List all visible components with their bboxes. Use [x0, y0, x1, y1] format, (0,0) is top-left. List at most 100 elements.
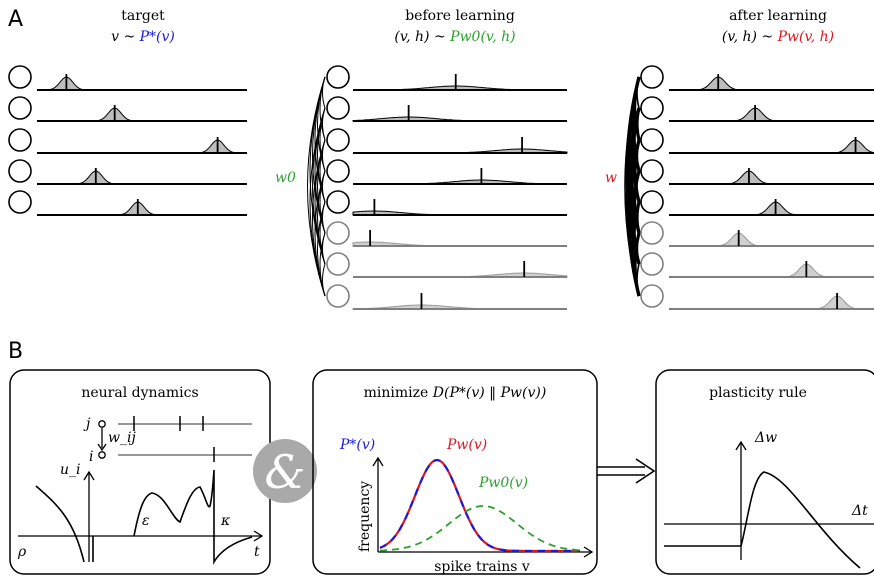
distribution-bump — [669, 295, 874, 310]
legend-model: Pw(v) — [446, 437, 487, 453]
distribution-bump — [669, 170, 874, 185]
visible-unit-row — [640, 96, 874, 122]
rho-label: ρ — [17, 544, 27, 560]
kappa-kernel-label: κ — [220, 513, 230, 529]
epsilon-kernel-label: ε — [142, 513, 150, 529]
hidden-unit-row — [640, 252, 874, 278]
distribution-bump — [37, 170, 247, 185]
distribution-curves — [379, 459, 583, 553]
plasticity-title: plasticity rule — [709, 385, 807, 401]
distribution-axes — [372, 456, 594, 558]
x-axis-label: spike trains v — [434, 559, 530, 575]
connection-edge — [322, 263, 326, 297]
minimize-title: minimize D(P*(v) ‖ Pw(v)) — [364, 385, 547, 401]
spike-raster — [97, 416, 252, 462]
visible-unit-row — [8, 128, 247, 154]
after-learning-column — [624, 65, 874, 310]
distribution-bump — [669, 263, 874, 278]
time-axis-label: t — [254, 544, 260, 560]
hidden-neuron — [640, 221, 664, 245]
hidden-unit-row — [326, 221, 567, 247]
after-title: after learning — [729, 8, 827, 24]
visible-neuron — [326, 96, 350, 120]
visible-unit-row — [326, 128, 568, 154]
visible-unit-row — [326, 190, 567, 216]
distribution-bump — [37, 76, 247, 91]
distribution-bump — [669, 76, 874, 91]
visible-neuron — [326, 159, 350, 183]
visible-neuron — [8, 159, 32, 183]
implies-arrow — [597, 458, 656, 484]
connection-edges — [307, 76, 326, 297]
hidden-neuron — [640, 284, 664, 308]
connection-edge — [636, 263, 640, 297]
neuron-i-label: i — [89, 449, 93, 465]
visible-unit-row — [640, 159, 874, 185]
target-column — [8, 65, 247, 216]
visible-neuron — [640, 159, 664, 183]
visible-neuron — [8, 128, 32, 152]
visible-neuron — [640, 128, 664, 152]
connection-edges — [624, 76, 641, 297]
distribution-bump — [37, 107, 247, 122]
visible-unit-row — [8, 65, 247, 91]
before-title: before learning — [405, 8, 515, 24]
visible-unit-row — [326, 65, 567, 91]
visible-neuron — [326, 65, 350, 89]
hidden-unit-row — [326, 252, 568, 278]
plasticity-curve — [664, 440, 874, 569]
distribution-bump — [669, 201, 874, 216]
neuron-j-label: j — [83, 416, 91, 432]
visible-unit-row — [8, 159, 247, 185]
hidden-unit-row — [640, 221, 874, 247]
ampersand-circle — [253, 439, 317, 503]
visible-neuron — [326, 128, 350, 152]
distribution-bump — [669, 232, 874, 247]
visible-unit-row — [640, 65, 874, 91]
weight-wij-label: w_ij — [108, 430, 136, 446]
visible-unit-row — [8, 96, 247, 122]
initial-curve — [380, 505, 583, 552]
distribution-bump — [37, 201, 247, 216]
distribution-bump — [669, 107, 874, 122]
delta-t-label: Δt — [851, 503, 868, 519]
visible-unit-row — [640, 190, 874, 216]
delta-w-label: Δw — [754, 430, 777, 446]
visible-unit-row — [8, 190, 247, 216]
hidden-neuron — [326, 221, 350, 245]
visible-neuron — [8, 96, 32, 120]
legend-target: P*(v) — [339, 437, 375, 453]
panel-b-letter: B — [8, 339, 23, 364]
before-learning-column — [307, 65, 568, 310]
membrane-potential-plot — [18, 469, 264, 566]
hidden-neuron — [326, 252, 350, 276]
weight-label-w0: w0 — [275, 170, 296, 186]
hidden-unit-row — [326, 284, 567, 310]
distribution-bump — [37, 139, 247, 154]
hidden-unit-row — [640, 284, 874, 310]
before-formula: (v, h) ~ Pw0(v, h) — [394, 29, 515, 45]
visible-neuron — [640, 190, 664, 214]
visible-neuron — [640, 65, 664, 89]
panel-a-letter: A — [8, 7, 23, 32]
hidden-neuron — [326, 284, 350, 308]
visible-neuron — [8, 190, 32, 214]
hidden-neuron — [640, 252, 664, 276]
minimize-box — [312, 369, 598, 575]
plasticity-box — [655, 369, 874, 575]
visible-unit-row — [326, 159, 567, 185]
target-curve — [379, 459, 580, 553]
legend-initial: Pw0(v) — [478, 475, 528, 491]
visible-unit-row — [640, 128, 874, 154]
membrane-potential-label: u_i — [60, 462, 81, 478]
visible-unit-row — [326, 96, 567, 122]
after-formula: (v, h) ~ Pw(v, h) — [722, 29, 834, 45]
distribution-bump — [669, 139, 874, 154]
target-formula: v ~ P*(v) — [111, 29, 175, 45]
ampersand-symbol: & — [265, 445, 306, 499]
visible-neuron — [640, 96, 664, 120]
weight-label-w: w — [605, 170, 617, 186]
neural-dynamics-title: neural dynamics — [81, 385, 198, 401]
visible-neuron — [8, 65, 32, 89]
